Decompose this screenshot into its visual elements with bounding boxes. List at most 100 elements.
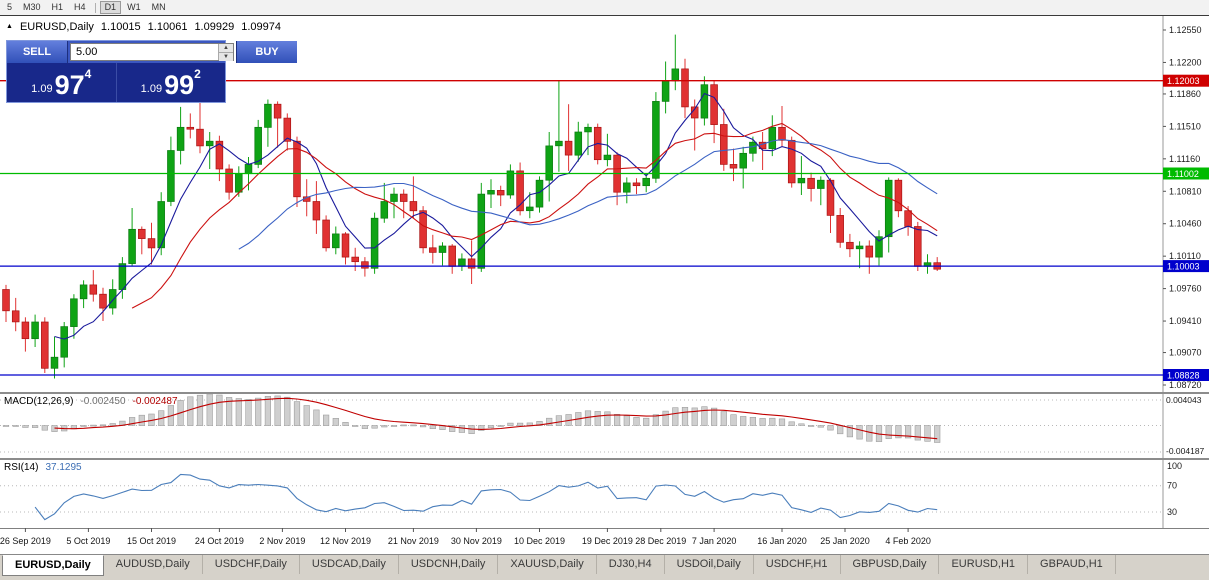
- macd-histogram-bar: [740, 416, 747, 426]
- buy-button[interactable]: BUY: [236, 41, 297, 63]
- candle: [283, 113, 292, 151]
- tab-eurusd-daily[interactable]: EURUSD,Daily: [2, 555, 104, 576]
- rsi-chart: 100 70 30: [0, 460, 1182, 528]
- macd-histogram-bar: [293, 401, 301, 426]
- candle: [79, 280, 88, 309]
- candle: [506, 164, 515, 199]
- candle: [138, 226, 146, 255]
- candle: [787, 136, 796, 188]
- candle: [855, 241, 864, 269]
- candle: [817, 176, 825, 206]
- candle: [370, 212, 379, 274]
- panel-divider[interactable]: [0, 392, 1209, 394]
- timeframe-m5-button[interactable]: 5: [7, 2, 13, 12]
- candle: [458, 253, 466, 271]
- candle: [438, 242, 447, 266]
- svg-text:70: 70: [1167, 481, 1177, 491]
- tab-usdchf-h1[interactable]: USDCHF,H1: [754, 555, 841, 574]
- svg-text:24 Oct 2019: 24 Oct 2019: [195, 536, 244, 546]
- candle: [496, 185, 505, 207]
- panel-divider[interactable]: [0, 458, 1209, 460]
- tab-eurusd-h1[interactable]: EURUSD,H1: [939, 555, 1029, 574]
- macd-histogram-bar: [352, 425, 359, 427]
- macd-histogram-bar: [284, 396, 291, 426]
- macd-histogram-bar: [371, 425, 378, 429]
- candle: [419, 206, 427, 254]
- macd-histogram-bar: [720, 411, 727, 426]
- timeframe-m30-button[interactable]: M30: [23, 2, 41, 12]
- candlestick-chart[interactable]: 1.12550 1.12200 1.11860 1.11510 1.11160 1.108…: [0, 16, 1209, 392]
- macd-histogram-bar: [245, 399, 252, 426]
- macd-histogram-bar: [129, 417, 136, 426]
- candle: [99, 287, 107, 321]
- price-axis-badge: 1.12003: [1163, 74, 1209, 87]
- macd-histogram-bar: [264, 395, 272, 426]
- timeframe-h1-button[interactable]: H1: [51, 2, 64, 12]
- macd-histogram-bar: [429, 425, 436, 430]
- tab-usdcnh-daily[interactable]: USDCNH,Daily: [399, 555, 499, 574]
- sell-button[interactable]: SELL: [7, 41, 68, 63]
- svg-text:7 Jan 2020: 7 Jan 2020: [692, 536, 737, 546]
- macd-histogram-bar: [895, 425, 902, 439]
- timeframe-h4-button[interactable]: H4: [74, 2, 86, 12]
- candle: [429, 234, 437, 264]
- candle: [205, 132, 214, 169]
- candle: [41, 317, 49, 373]
- tab-xauusd-daily[interactable]: XAUUSD,Daily: [498, 555, 597, 574]
- svg-text:15 Oct 2019: 15 Oct 2019: [127, 536, 176, 546]
- sell-price-display[interactable]: 1.09 97 4: [7, 63, 117, 102]
- macd-histogram-bar: [303, 405, 310, 426]
- svg-text:1.08828: 1.08828: [1167, 371, 1200, 381]
- tab-gbpusd-daily[interactable]: GBPUSD,Daily: [841, 555, 940, 574]
- symbol-marker-icon: ▲: [6, 22, 13, 30]
- svg-text:28 Dec 2019: 28 Dec 2019: [635, 536, 686, 546]
- candle: [846, 233, 854, 258]
- macd-histogram-bar: [22, 425, 29, 428]
- candle: [894, 178, 903, 218]
- candle: [448, 244, 456, 274]
- macd-indicator-panel[interactable]: 0.004043 -0.004187 MACD(12,26,9) -0.002450…: [0, 394, 1209, 458]
- time-axis[interactable]: 26 Sep 2019 5 Oct 2019 15 Oct 2019 24 Oct 2…: [0, 528, 1209, 554]
- price-chart-panel[interactable]: 1.12550 1.12200 1.11860 1.11510 1.11160 1.108…: [0, 16, 1209, 392]
- macd-main-value: -0.002450: [80, 396, 126, 407]
- tab-usdchf-daily[interactable]: USDCHF,Daily: [203, 555, 300, 574]
- tab-gbpaud-h1[interactable]: GBPAUD,H1: [1028, 555, 1116, 574]
- macd-histogram-bar: [478, 425, 485, 431]
- macd-histogram-bar: [41, 425, 48, 431]
- rsi-indicator-panel[interactable]: 100 70 30 RSI(14) 37.1295: [0, 460, 1209, 528]
- macd-histogram-bar: [643, 417, 650, 426]
- tab-usdcad-daily[interactable]: USDCAD,Daily: [300, 555, 399, 574]
- volume-up-button[interactable]: ▲: [219, 44, 233, 53]
- time-axis-labels: 26 Sep 2019 5 Oct 2019 15 Oct 2019 24 Oct 2…: [0, 528, 1209, 546]
- buy-price-display[interactable]: 1.09 99 2: [117, 63, 226, 102]
- candle: [312, 181, 321, 234]
- price-axis-badge: 1.11002: [1163, 167, 1209, 180]
- candle: [273, 101, 282, 148]
- tab-audusd-daily[interactable]: AUDUSD,Daily: [104, 555, 203, 574]
- macd-histogram-bar: [934, 425, 941, 443]
- tab-usdoil-daily[interactable]: USDOil,Daily: [665, 555, 754, 574]
- macd-histogram-bar: [226, 397, 233, 426]
- macd-histogram-bar: [759, 418, 766, 426]
- volume-input[interactable]: [71, 44, 218, 60]
- macd-histogram-bar: [594, 411, 601, 426]
- svg-text:12 Nov 2019: 12 Nov 2019: [320, 536, 371, 546]
- macd-histogram-bar: [691, 407, 698, 426]
- macd-histogram-bar: [516, 422, 524, 426]
- macd-histogram-bar: [604, 411, 611, 426]
- macd-histogram-bar: [458, 425, 466, 433]
- candle: [623, 177, 631, 204]
- svg-text:30: 30: [1167, 507, 1177, 517]
- svg-text:30 Nov 2019: 30 Nov 2019: [451, 536, 502, 546]
- candle: [167, 136, 175, 207]
- macd-histogram-bar: [206, 394, 213, 426]
- rsi-name: RSI(14): [4, 462, 39, 473]
- macd-histogram-bar: [788, 421, 795, 426]
- volume-down-button[interactable]: ▼: [219, 53, 233, 61]
- candle: [642, 173, 650, 193]
- tab-dj30-h4[interactable]: DJ30,H4: [597, 555, 665, 574]
- timeframe-mn-button[interactable]: MN: [151, 2, 166, 12]
- macd-chart: 0.004043 -0.004187: [0, 394, 1205, 458]
- timeframe-d1-button[interactable]: D1: [99, 1, 122, 14]
- timeframe-w1-button[interactable]: W1: [127, 2, 141, 12]
